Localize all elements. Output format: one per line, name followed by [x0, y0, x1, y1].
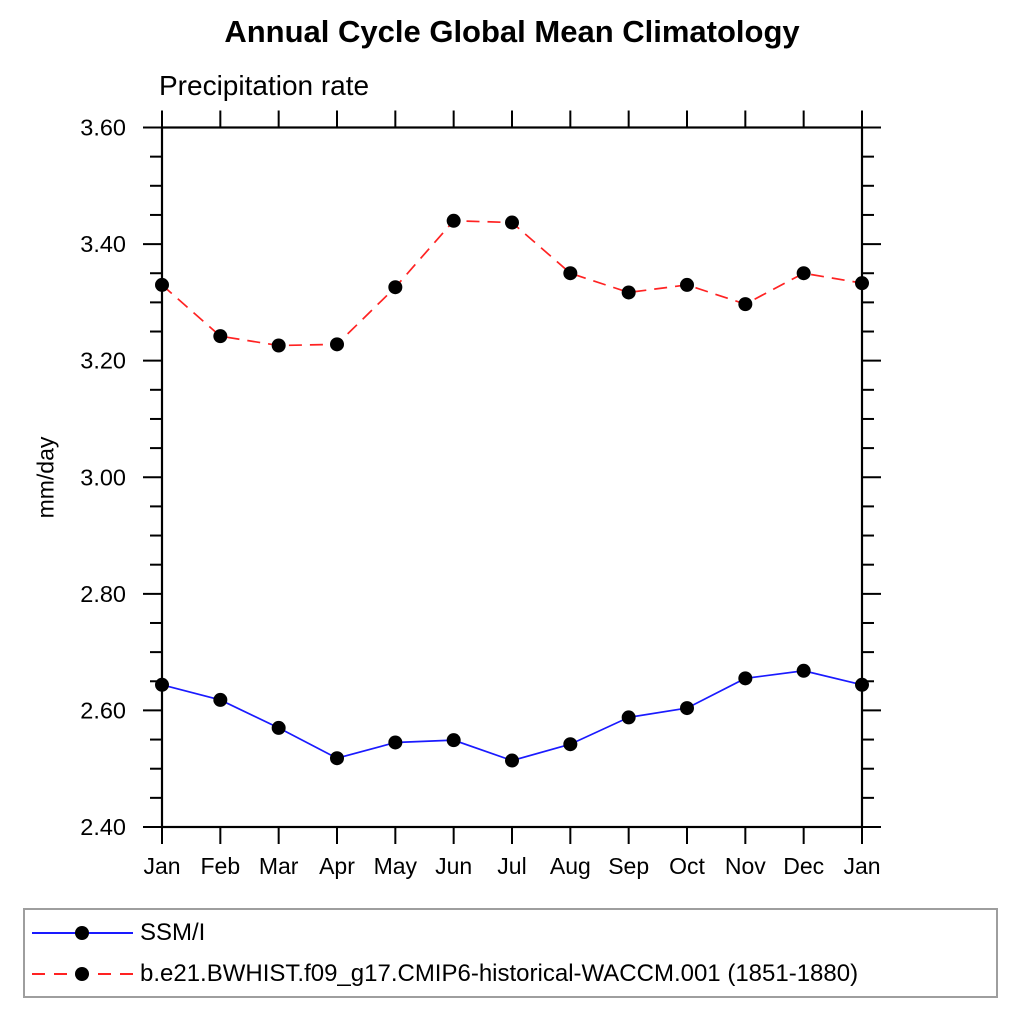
legend-marker-icon — [75, 925, 89, 940]
x-tick-label: Oct — [669, 853, 705, 879]
legend-label-ssmi: SSM/I — [140, 918, 206, 946]
y-axis-ticks — [143, 126, 881, 828]
data-point-marker — [388, 735, 403, 750]
x-tick-label: Sep — [608, 853, 649, 879]
data-point-marker — [738, 297, 753, 312]
y-tick-label: 3.20 — [80, 348, 126, 374]
data-point-marker — [680, 277, 694, 292]
data-point-marker — [330, 751, 344, 766]
x-tick-label: Jun — [435, 853, 472, 879]
data-point-marker — [388, 280, 403, 295]
x-tick-label: May — [374, 853, 418, 879]
y-axis-label: mm/day — [32, 436, 59, 519]
data-point-marker — [505, 753, 519, 768]
data-point-marker — [796, 663, 811, 678]
x-tick-labels: Jan Feb Mar Apr May Jun Jul Aug Sep Oct Nov Dec Jan — [143, 853, 880, 879]
data-point-marker — [330, 337, 344, 352]
data-point-marker — [563, 266, 578, 281]
series-markers-0 — [155, 663, 869, 768]
data-point-marker — [796, 266, 811, 281]
y-tick-labels: 2.40 2.60 2.80 3.00 3.20 3.40 3.60 — [80, 115, 126, 841]
y-tick-label: 3.00 — [80, 464, 126, 490]
legend-item-ssmi: SSM/I — [28, 917, 996, 949]
data-point-marker — [855, 677, 869, 692]
data-point-marker — [621, 285, 636, 300]
legend-marker-icon — [75, 966, 89, 981]
y-tick-label: 2.40 — [80, 814, 126, 840]
data-point-marker — [738, 671, 753, 686]
x-tick-label: Feb — [201, 853, 241, 879]
legend-label-model: b.e21.BWHIST.f09_g17.CMIP6-historical-WA… — [140, 959, 859, 987]
series-line-1 — [161, 219, 863, 347]
data-point-marker — [446, 213, 461, 228]
x-tick-label: Dec — [783, 853, 824, 879]
x-tick-label: Mar — [259, 853, 299, 879]
x-tick-label: Jul — [497, 853, 526, 879]
data-point-marker — [271, 338, 286, 353]
y-tick-label: 3.40 — [80, 231, 126, 257]
data-point-marker — [271, 720, 286, 735]
x-tick-label: Apr — [319, 853, 355, 879]
x-axis-ticks — [161, 110, 863, 844]
y-tick-label: 2.60 — [80, 697, 126, 723]
series-markers-1 — [155, 213, 869, 353]
legend-line-sample-model — [32, 966, 133, 981]
x-tick-label: Aug — [550, 853, 591, 879]
data-point-marker — [563, 737, 578, 752]
legend-box: SSM/I b.e21.BWHIST.f09_g17.CMIP6-histori… — [23, 908, 998, 998]
data-point-marker — [213, 692, 228, 707]
chart-subtitle: Precipitation rate — [159, 70, 370, 101]
data-point-marker — [446, 733, 461, 748]
x-tick-label: Jan — [143, 853, 180, 879]
data-point-marker — [680, 701, 694, 716]
x-tick-label: Nov — [725, 853, 766, 879]
y-tick-label: 3.60 — [80, 115, 126, 141]
data-point-marker — [621, 710, 636, 725]
data-point-marker — [155, 277, 169, 292]
series-line-0 — [161, 669, 863, 762]
y-tick-label: 2.80 — [80, 581, 126, 607]
plot-area: Jan Feb Mar Apr May Jun Jul Aug Sep Oct Nov Dec Jan 2… — [80, 110, 881, 879]
legend-line-sample-ssmi — [32, 925, 133, 940]
legend-item-model: b.e21.BWHIST.f09_g17.CMIP6-historical-WA… — [28, 958, 996, 990]
data-point-marker — [213, 329, 228, 344]
data-point-marker — [155, 677, 169, 692]
x-tick-label: Jan — [843, 853, 880, 879]
chart-title: Annual Cycle Global Mean Climatology — [224, 14, 800, 49]
data-point-marker — [855, 276, 869, 291]
data-point-marker — [505, 215, 519, 230]
